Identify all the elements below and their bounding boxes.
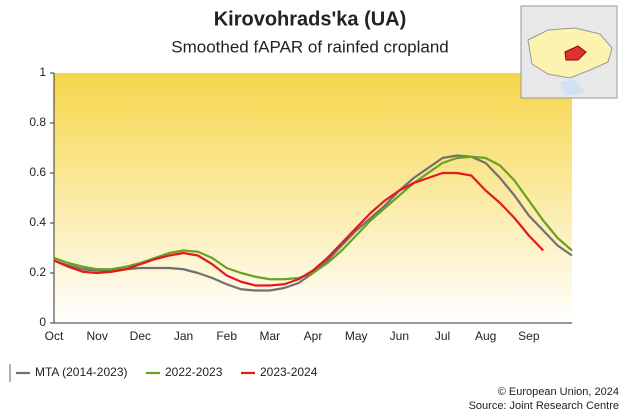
- credit: Source: Joint Research Centre: [469, 400, 619, 412]
- chart-title: Kirovohrads'ka (UA): [214, 8, 407, 30]
- credit: © European Union, 2024: [498, 386, 619, 398]
- plot-background: [54, 73, 572, 323]
- y-tick-label: 0.6: [29, 165, 46, 179]
- inset-map: [520, 5, 618, 99]
- x-tick-label: Jun: [390, 329, 409, 343]
- series-line: [53, 155, 573, 281]
- x-tick-label: Aug: [475, 329, 496, 343]
- y-tick-label: 0.2: [29, 265, 46, 279]
- x-tick-label: Dec: [130, 329, 151, 343]
- x-tick-label: Jul: [435, 329, 450, 343]
- series-line: [53, 171, 545, 287]
- x-tick-label: Sep: [518, 329, 540, 343]
- x-tick-label: Apr: [304, 329, 323, 343]
- y-tick-label: 0: [39, 315, 46, 329]
- x-tick-label: Feb: [216, 329, 237, 343]
- chart-subtitle: Smoothed fAPAR of rainfed cropland: [171, 37, 449, 56]
- legend-label: 2022-2023: [165, 365, 223, 379]
- x-tick-label: Nov: [86, 329, 107, 343]
- y-tick-label: 1: [39, 65, 46, 79]
- x-tick-label: Mar: [259, 329, 280, 343]
- x-tick-label: Oct: [45, 329, 64, 343]
- y-tick-label: 0.4: [29, 215, 46, 229]
- y-tick-label: 0.8: [29, 115, 46, 129]
- legend-label: MTA (2014-2023): [35, 365, 128, 379]
- x-tick-label: Jan: [174, 329, 193, 343]
- legend-label: 2023-2024: [260, 365, 318, 379]
- x-tick-label: May: [345, 329, 368, 343]
